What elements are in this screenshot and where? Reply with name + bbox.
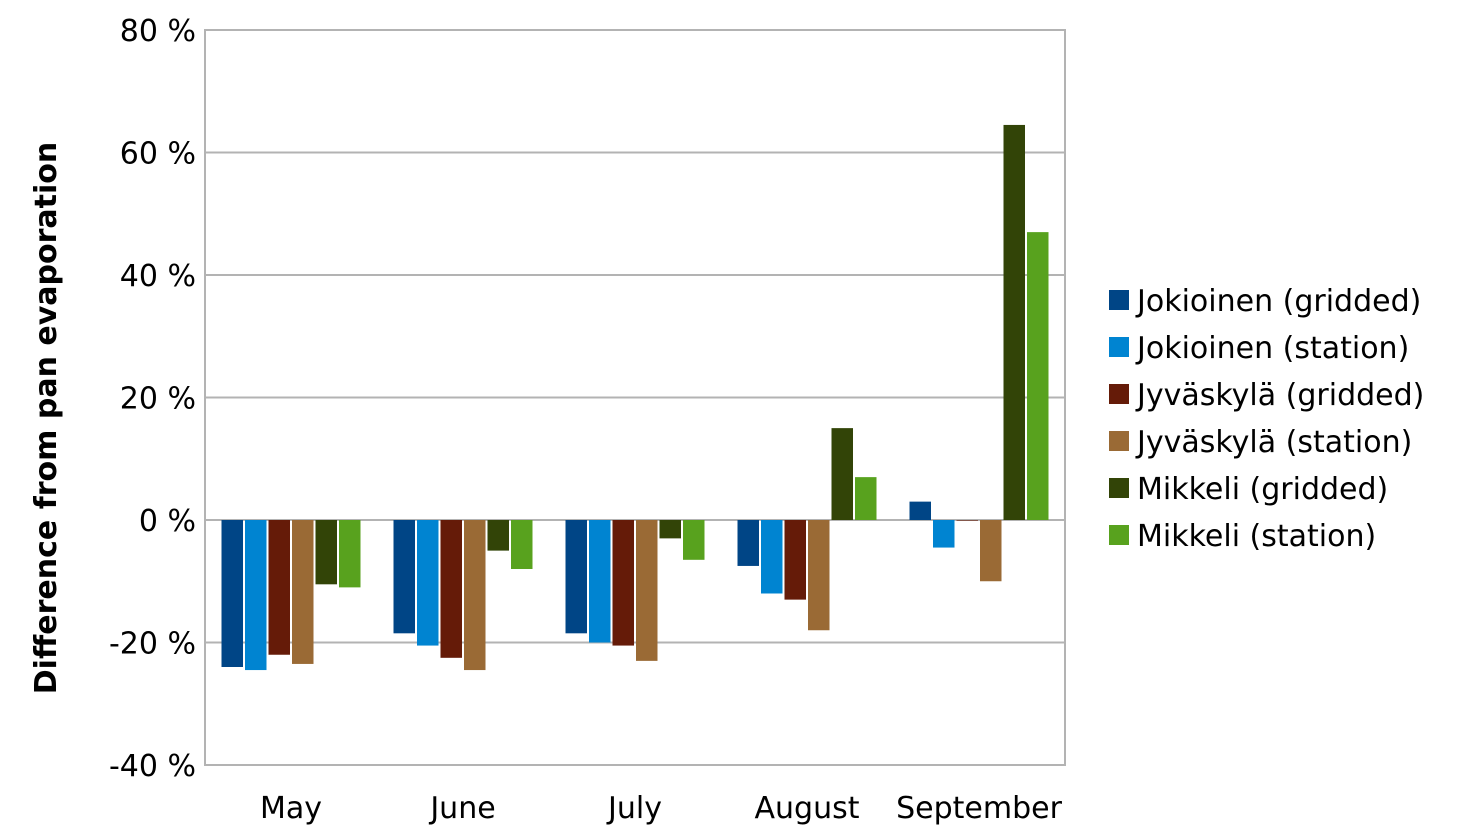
x-tick-label: June — [428, 791, 495, 826]
bar — [1003, 124, 1025, 520]
bar — [808, 520, 830, 631]
bar — [636, 520, 658, 661]
bar — [339, 520, 361, 588]
bar — [393, 520, 415, 634]
y-tick-label: 40 % — [120, 259, 196, 294]
bar — [933, 520, 955, 548]
bar — [315, 520, 337, 585]
legend-label: Jyväskylä (gridded) — [1135, 378, 1424, 413]
legend-swatch — [1109, 337, 1129, 357]
bars — [221, 124, 1049, 671]
bar — [589, 520, 611, 643]
x-tick-labels: May June July August September — [260, 791, 1063, 826]
bar — [245, 520, 267, 671]
legend-label: Jyväskylä (station) — [1135, 425, 1412, 460]
bar — [956, 520, 978, 521]
y-tick-label: -40 % — [109, 749, 196, 784]
x-tick-label: September — [896, 791, 1062, 826]
legend-label: Mikkeli (gridded) — [1137, 472, 1388, 507]
bar — [565, 520, 587, 634]
x-tick-label: July — [606, 791, 662, 826]
bar — [737, 520, 759, 566]
plot-frame — [204, 29, 1066, 766]
bar — [464, 520, 486, 671]
bar — [487, 520, 509, 551]
y-tick-labels: -40 % -20 % 0 % 20 % 40 % 60 % 80 % — [109, 14, 196, 784]
legend-swatch — [1109, 431, 1129, 451]
bar — [855, 477, 877, 520]
bar — [980, 520, 1002, 582]
bar — [417, 520, 439, 646]
legend-swatch — [1109, 478, 1129, 498]
y-axis-title: Difference from pan evaporation — [29, 142, 64, 694]
legend: Jokioinen (gridded) Jokioinen (station) Jy… — [1109, 284, 1424, 554]
bar — [268, 520, 290, 655]
y-tick-label: 0 % — [139, 504, 196, 539]
y-tick-label: 80 % — [120, 14, 196, 49]
legend-label: Jokioinen (gridded) — [1135, 284, 1421, 319]
legend-swatch — [1109, 290, 1129, 310]
y-tick-label: -20 % — [109, 627, 196, 662]
bar — [659, 520, 681, 539]
legend-label: Jokioinen (station) — [1135, 331, 1409, 366]
bar — [909, 501, 931, 520]
bar — [784, 520, 806, 600]
bar — [511, 520, 533, 569]
y-tick-label: 20 % — [120, 382, 196, 417]
bar — [831, 428, 853, 520]
bar — [440, 520, 462, 658]
bar — [292, 520, 314, 664]
legend-swatch — [1109, 384, 1129, 404]
bar — [761, 520, 783, 594]
bar — [221, 520, 243, 667]
legend-label: Mikkeli (station) — [1137, 519, 1376, 554]
x-tick-label: August — [755, 791, 860, 826]
x-tick-label: May — [260, 791, 322, 826]
bar — [683, 520, 705, 560]
legend-swatch — [1109, 525, 1129, 545]
y-tick-label: 60 % — [120, 137, 196, 172]
bar — [1027, 232, 1049, 520]
bar — [612, 520, 634, 646]
